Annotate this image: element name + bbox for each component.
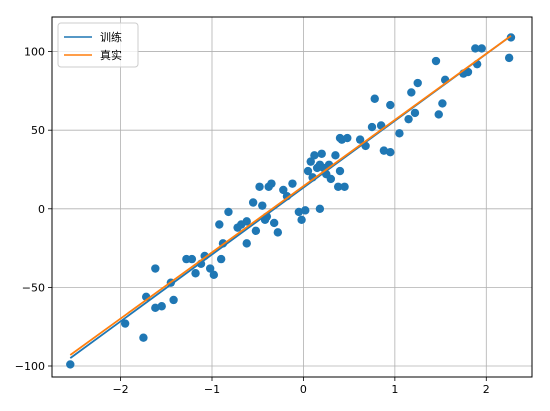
scatter-point: [404, 114, 413, 124]
y-tick-label: 100: [24, 46, 45, 59]
scatter-point: [303, 166, 313, 176]
scatter-point: [407, 88, 416, 97]
scatter-point: [331, 151, 340, 160]
y-tick-label: 0: [38, 203, 45, 216]
y-tick-label: 50: [31, 124, 45, 137]
legend-label-true: 真实: [100, 48, 122, 62]
scatter-point: [151, 264, 160, 273]
scatter-point: [431, 56, 441, 66]
scatter-point: [335, 166, 345, 176]
scatter-point: [205, 264, 215, 273]
scatter-point: [273, 228, 283, 237]
scatter-point: [340, 182, 349, 191]
scatter-point: [333, 182, 343, 191]
x-tick-label: 2: [483, 383, 490, 396]
scatter-point: [139, 333, 148, 342]
scatter-point: [191, 269, 200, 278]
scatter-point: [279, 185, 288, 195]
scatter-point: [370, 94, 379, 103]
scatter-point: [438, 99, 447, 108]
scatter-point: [379, 146, 389, 155]
scatter-point: [506, 33, 516, 42]
legend-label-train: 训练: [100, 30, 122, 44]
scatter-point: [477, 44, 486, 53]
scatter-point: [297, 215, 306, 224]
y-tick-label: −100: [15, 360, 45, 373]
x-tick-label: −2: [112, 383, 128, 396]
scatter-point: [355, 135, 365, 144]
plot-area-frame: [51, 16, 533, 378]
scatter-point: [66, 360, 75, 369]
scatter-point: [267, 179, 276, 188]
scatter-point: [310, 151, 319, 160]
x-tick-label: 1: [391, 383, 398, 396]
x-tick-label: −1: [204, 383, 220, 396]
scatter-points: [66, 33, 516, 369]
scatter-point: [306, 157, 315, 166]
legend: 训练 真实: [57, 22, 139, 68]
scatter-point: [157, 302, 166, 311]
scatter-point: [242, 239, 251, 248]
scatter-point: [151, 303, 160, 313]
scatter-point: [315, 204, 325, 213]
scatter-point: [504, 53, 514, 63]
scatter-point: [242, 217, 251, 226]
scatter-point: [471, 44, 480, 53]
scatter-point: [326, 174, 336, 184]
scatter-point: [386, 100, 395, 110]
scatter-point: [288, 179, 297, 188]
scatter-point: [255, 182, 264, 191]
x-tick-label: 0: [300, 383, 307, 396]
scatter-point: [269, 218, 279, 228]
scatter-point: [258, 201, 267, 210]
scatter-point: [209, 270, 219, 280]
axis-ticks: −2 −1 0 1 2 −100 −50 0 50 100: [15, 46, 490, 396]
scatter-point: [216, 254, 226, 264]
scatter-point: [301, 206, 310, 215]
scatter-point: [434, 110, 443, 119]
scatter-point: [410, 108, 420, 118]
scatter-point: [248, 198, 258, 207]
scatter-point: [386, 147, 395, 157]
scatter-point: [187, 254, 197, 264]
legend-box: [57, 22, 139, 68]
scatter-point: [343, 133, 352, 143]
scatter-point: [215, 220, 224, 229]
scatter-point: [395, 129, 404, 138]
scatter-point: [224, 207, 233, 217]
grid-lines: [52, 17, 532, 377]
series-lines: [69, 35, 512, 359]
scatter-point: [120, 319, 130, 328]
scatter-point: [251, 226, 261, 235]
scatter-point: [317, 149, 326, 158]
scatter-point: [169, 295, 178, 305]
scatter-point: [367, 122, 377, 132]
true-line: [69, 35, 512, 356]
y-tick-label: −50: [22, 281, 45, 294]
scatter-point: [294, 207, 304, 217]
scatter-point: [413, 78, 422, 88]
